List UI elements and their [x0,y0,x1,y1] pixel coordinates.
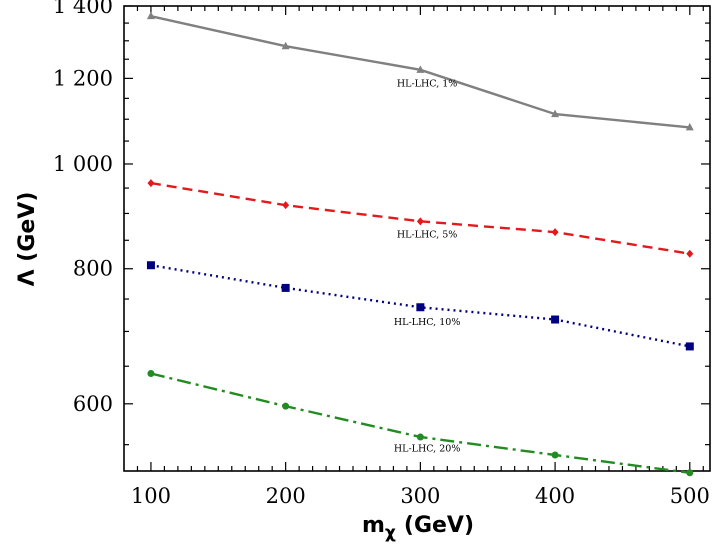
y-tick-label: 1 400 [53,0,113,18]
series-group: HL-LHC, 1% HL-LHC, 5% HL-LHC, 10% HL-LHC, 2… [146,11,694,477]
data-point [147,370,155,378]
data-point [551,109,560,118]
x-tick-label: 200 [266,484,306,508]
x-tick-label: 300 [400,484,440,508]
data-point [686,249,694,258]
x-axis-title-sub: χ [385,523,396,543]
plot-frame [123,5,711,472]
tick-labels: 100 200 300 400 500 600 800 1 000 1 200 1 400 [53,0,710,508]
y-tick-label: 600 [73,392,113,416]
data-point [551,451,559,459]
data-point [685,122,694,131]
data-point [416,217,424,226]
series-annotation: HL-LHC, 20% [394,444,460,455]
data-point [282,402,290,410]
y-tick-label: 1 200 [53,66,113,90]
series-annotation: HL-LHC, 1% [397,78,457,89]
data-point [551,228,559,237]
y-tick-label: 800 [73,257,113,281]
data-point [416,65,425,73]
data-point [686,469,694,477]
data-point [551,315,560,324]
data-point [416,303,425,312]
x-tick-label: 100 [131,484,171,508]
x-axis-title-main: m [362,513,385,538]
y-tick-label: 1 000 [53,152,113,176]
data-point [281,283,290,292]
data-point [146,261,155,270]
x-axis-title: mχ (GeV) [362,513,474,543]
data-point [281,41,290,50]
series-line [150,264,691,348]
data-point [146,11,155,20]
series-annotation: HL-LHC, 10% [394,317,460,328]
data-point [282,201,290,210]
data-point [416,433,424,441]
x-tick-label: 500 [670,484,710,508]
x-tick-label: 400 [535,484,575,508]
y-axis-title: Λ (GeV) [15,192,40,287]
data-point [685,342,694,351]
series-annotation: HL-LHC, 5% [397,230,457,241]
series-line [150,372,690,474]
x-axis-title-unit: (GeV) [404,513,474,538]
data-point [147,179,155,188]
